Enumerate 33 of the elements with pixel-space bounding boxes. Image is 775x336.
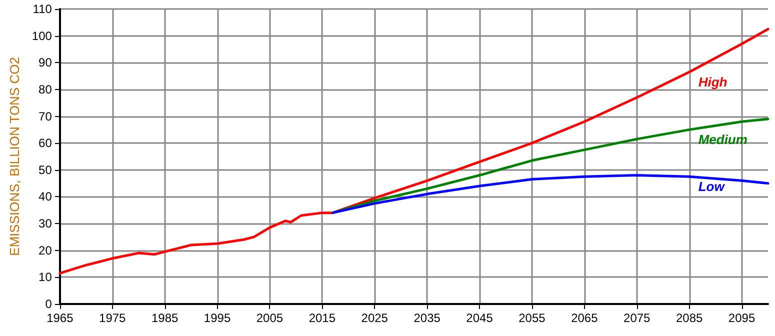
series-label: Low	[698, 179, 726, 194]
y-tick-label: 10	[38, 270, 52, 284]
x-tick-label: 2025	[361, 311, 388, 325]
y-tick-label: 40	[38, 190, 52, 204]
y-tick-label: 30	[38, 216, 52, 231]
y-tick-label: 60	[38, 136, 52, 150]
y-tick-label: 0	[45, 297, 52, 311]
x-tick-label: 1985	[151, 311, 178, 325]
x-tick-label: 2005	[256, 311, 284, 325]
y-tick-label: 110	[32, 2, 52, 16]
x-tick-label: 2075	[624, 311, 651, 325]
x-tick-label: 1965	[46, 311, 74, 325]
x-tick-label: 2045	[466, 311, 494, 325]
y-tick-label: 100	[32, 28, 52, 43]
y-tick-label: 20	[38, 243, 52, 258]
line-series	[58, 28, 770, 274]
x-tick-label: 2095	[728, 311, 756, 325]
line-series	[331, 174, 770, 214]
x-tick-label: 2035	[414, 311, 441, 325]
x-tick-label: 1995	[204, 311, 231, 325]
y-tick-label: 80	[38, 82, 52, 96]
line-series	[331, 118, 770, 214]
x-tick-label: 2015	[308, 311, 336, 325]
y-tick-label: 50	[38, 162, 52, 177]
x-tick-label: 2055	[518, 311, 546, 325]
y-tick-label: 70	[38, 109, 52, 124]
x-tick-label: 2065	[571, 311, 598, 325]
y-axis-title: EMISSIONS, BILLION TONS CO2	[7, 57, 22, 256]
series-label: Medium	[698, 132, 748, 148]
series-label: High	[698, 74, 728, 90]
y-tick-label: 90	[38, 56, 52, 70]
x-tick-label: 1975	[99, 311, 126, 325]
x-tick-label: 2085	[676, 311, 703, 325]
